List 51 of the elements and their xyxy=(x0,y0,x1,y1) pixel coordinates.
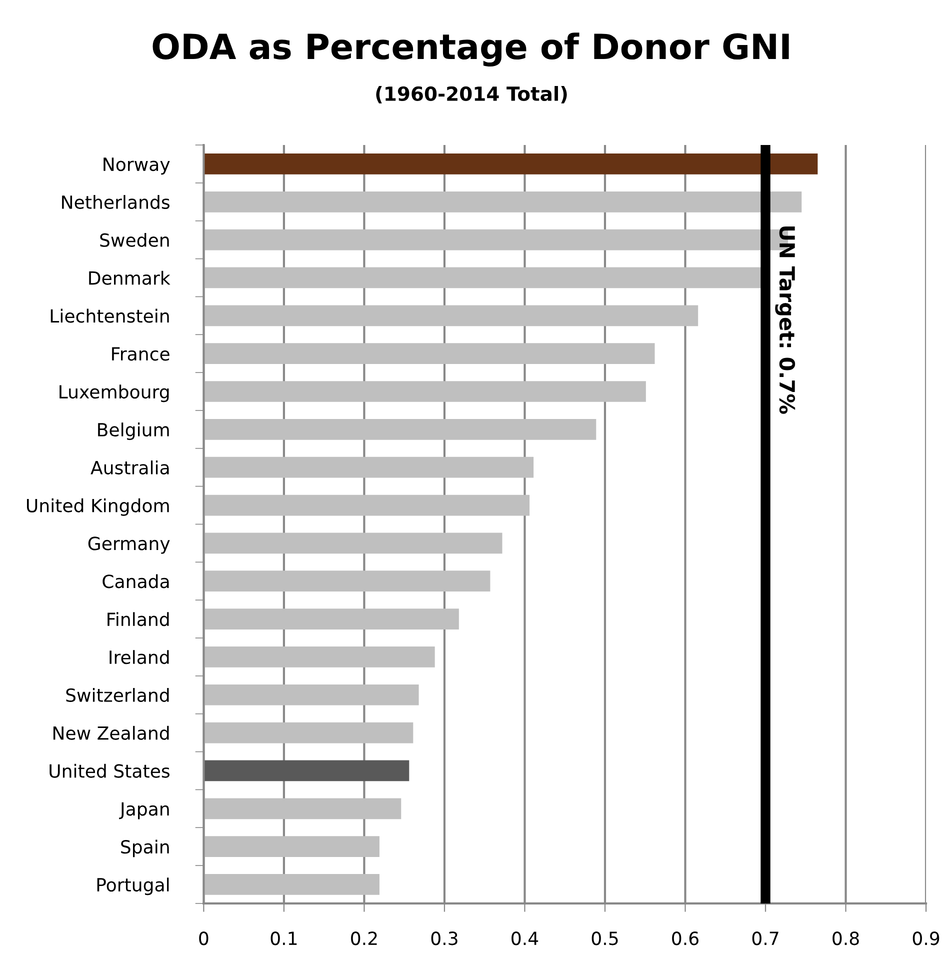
y-tick-label: Denmark xyxy=(89,270,170,285)
y-tick-label: Luxembourg xyxy=(60,384,169,402)
chart-title: ODA as Percentage of Donor GNI xyxy=(152,32,789,67)
bar xyxy=(204,608,459,630)
chart-subtitle: (1960-2014 Total) xyxy=(376,86,567,104)
bar xyxy=(204,343,655,364)
y-tick-label: Belgium xyxy=(98,422,169,440)
y-tick-label: United Kingdom xyxy=(27,498,169,516)
x-tick-label: 0.4 xyxy=(512,932,538,946)
y-tick-label: Norway xyxy=(104,158,170,175)
ref-line-label: UN Target: 0.7% xyxy=(775,226,796,414)
bar xyxy=(204,418,596,440)
x-tick-label: 0.2 xyxy=(351,932,377,946)
y-tick-label: Australia xyxy=(90,460,169,474)
y-tick-label: Ireland xyxy=(110,650,169,664)
bar xyxy=(204,836,380,857)
y-tick-label: New Zealand xyxy=(53,726,169,740)
x-tick-label: 0.6 xyxy=(672,932,698,946)
x-tick-label: 0.9 xyxy=(912,932,940,946)
x-tick-label: 0.3 xyxy=(431,932,458,946)
x-tick-label: 0.7 xyxy=(752,932,778,946)
bar xyxy=(204,494,530,516)
y-tick-label: Germany xyxy=(88,536,170,554)
y-tick-label: Portugal xyxy=(97,878,169,896)
bar xyxy=(204,532,502,554)
y-tick-label: Switzerland xyxy=(66,688,169,702)
bar xyxy=(204,722,414,744)
x-tick-label: 0.8 xyxy=(832,932,859,946)
y-tick-label: Finland xyxy=(108,612,169,626)
bar xyxy=(204,874,380,895)
bar xyxy=(204,798,402,820)
y-tick-label: Japan xyxy=(119,802,169,820)
x-tick-label: 0 xyxy=(199,932,208,946)
x-tick-label: 0.5 xyxy=(592,932,618,946)
bar xyxy=(204,684,419,706)
y-tick-label: Canada xyxy=(102,574,169,588)
y-tick-label: France xyxy=(112,347,170,361)
y-tick-label: Liechtenstein xyxy=(50,308,169,323)
bar xyxy=(204,456,534,478)
y-tick-label: Netherlands xyxy=(62,195,170,210)
bar xyxy=(204,305,698,326)
y-tick-label: Sweden xyxy=(100,232,169,247)
y-tick-label: Spain xyxy=(121,840,169,858)
y-tick-label: United States xyxy=(50,764,170,778)
bar xyxy=(204,646,435,668)
x-tick-label: 0.1 xyxy=(270,932,297,946)
bar xyxy=(204,570,490,592)
bar xyxy=(204,760,410,782)
bar xyxy=(204,381,646,402)
bar xyxy=(204,191,802,212)
bar xyxy=(204,154,818,174)
